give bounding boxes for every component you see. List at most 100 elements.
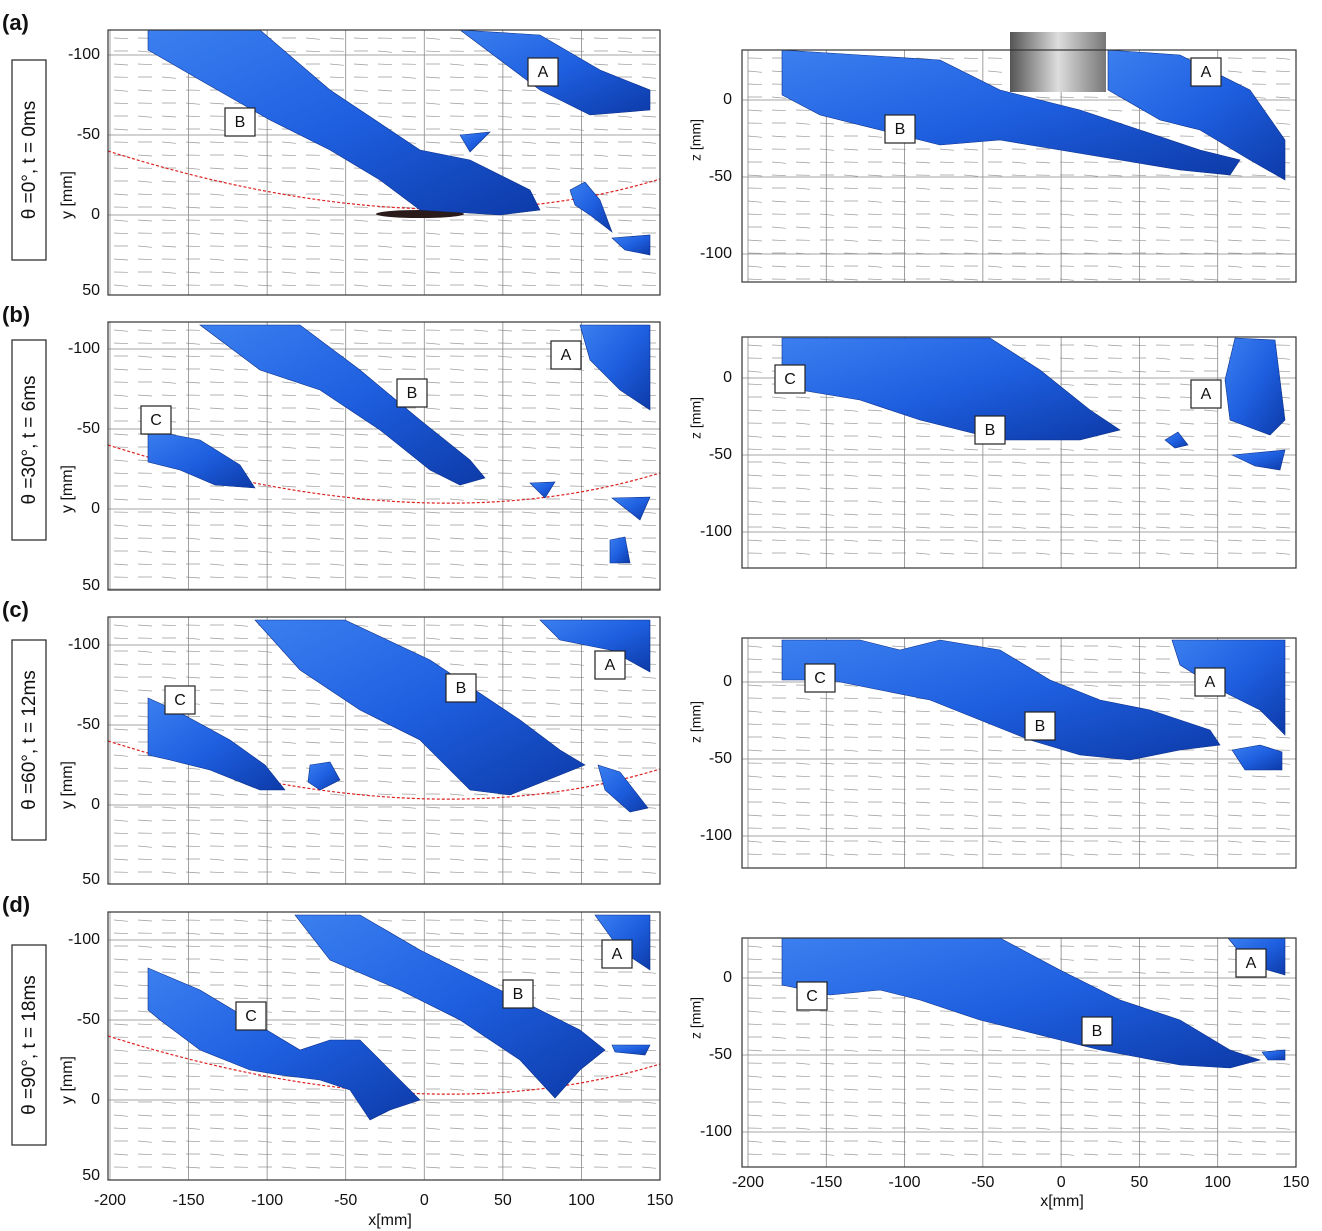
vortex-structure (569, 181, 613, 233)
z-tick-label: -100 (700, 523, 732, 540)
y-axis-label: y [mm] (59, 171, 76, 219)
structure-label-box (884, 114, 916, 144)
z-axis-label: z [mm] (688, 119, 704, 161)
structure-label: B (985, 422, 996, 439)
z-tick-label: 0 (723, 969, 732, 986)
x-tick-label: -150 (173, 1192, 205, 1209)
structure-label-box (235, 1001, 267, 1031)
condition-box (11, 944, 47, 1146)
structure-label: A (1246, 955, 1257, 972)
structure-label-box (1235, 948, 1267, 978)
y-axis-label: y [mm] (59, 1056, 76, 1104)
y-tick-label: 0 (91, 500, 100, 517)
vortex-structure (147, 967, 421, 1121)
z-tick-label: -50 (709, 750, 732, 767)
trajectory (107, 740, 661, 800)
y-tick-label: -100 (68, 636, 100, 653)
vortex-structure (307, 761, 341, 791)
vortex-structure (1224, 337, 1286, 436)
structure-label: B (513, 986, 524, 1003)
structure-label-box (502, 979, 534, 1009)
vortex-structure (781, 49, 1241, 176)
y-tick-label: -100 (68, 931, 100, 948)
z-tick-label: 0 (723, 673, 732, 690)
plot-frame (107, 321, 661, 591)
panels: -100 -50 0 50 y [mm] A B 0 -50 -100 z [mm] A B (a) θ =… (2, 10, 1309, 1229)
x-axis-label: x[mm] (1040, 1193, 1084, 1210)
vortex-structure (781, 639, 1221, 761)
plot-frame (107, 911, 661, 1181)
structure-label: C (806, 988, 818, 1005)
vortex-structure (254, 619, 586, 796)
y-tick-label: -50 (77, 1011, 100, 1028)
structure-label-box (974, 415, 1006, 445)
structure-label-box (1081, 1016, 1113, 1046)
plot-frame (741, 49, 1297, 283)
vortex-structure (579, 324, 651, 411)
structure-label: B (895, 121, 906, 138)
vortex-structure (1171, 639, 1286, 736)
y-axis-label: y [mm] (59, 761, 76, 809)
z-axis-label: z [mm] (688, 397, 704, 439)
y-tick-label: -100 (68, 340, 100, 357)
vortex-structure (611, 234, 651, 256)
x-tick-label: -100 (251, 1192, 283, 1209)
z-tick-label: -50 (709, 168, 732, 185)
structure-label: C (245, 1008, 257, 1025)
structure-label-box (1194, 667, 1226, 697)
plot-frame (741, 937, 1297, 1168)
z-tick-label: -100 (700, 245, 732, 262)
plot-frame (107, 616, 661, 885)
panel-letter: (d) (2, 892, 30, 917)
structure-label: A (612, 946, 623, 963)
x-tick-label: -150 (810, 1174, 842, 1191)
panel-letter: (c) (2, 597, 29, 622)
y-tick-label: 50 (82, 282, 100, 299)
condition: θ =60°, t = 12ms (19, 670, 40, 810)
structure-label-box (164, 685, 196, 715)
vortex-structure (199, 324, 486, 486)
x-axis-label: x[mm] (368, 1212, 412, 1229)
structure-label: A (1205, 674, 1216, 691)
panel-letter: (b) (2, 302, 30, 327)
structure-label-box (550, 340, 582, 370)
plot-frame (741, 336, 1297, 569)
vortex-structure (611, 1044, 651, 1056)
y-tick-label: 0 (91, 1091, 100, 1108)
vortex-structure (459, 131, 491, 153)
structure-label-box (1190, 57, 1222, 87)
vortex-structure (1231, 744, 1283, 771)
y-tick-label: 50 (82, 577, 100, 594)
structure-label: A (538, 64, 549, 81)
plot-frame (741, 637, 1297, 869)
z-tick-label: -50 (709, 1046, 732, 1063)
blade (376, 210, 464, 218)
condition: θ =0°, t = 0ms (19, 101, 40, 220)
condition-box (11, 639, 47, 841)
flow-vectors (747, 57, 1291, 281)
vortex-structure (529, 481, 556, 499)
plot-frame (107, 29, 661, 296)
x-tick-label: -50 (334, 1192, 357, 1209)
structure-label-box (804, 663, 836, 693)
structure-label: C (174, 692, 186, 709)
x-tick-label: -100 (889, 1174, 921, 1191)
vortex-structure (294, 914, 606, 1099)
structure-label-box (1190, 379, 1222, 409)
condition-box (11, 339, 47, 541)
x-tick-label: -200 (94, 1192, 126, 1209)
x-tick-label: 150 (1283, 1174, 1310, 1191)
z-tick-label: 0 (723, 369, 732, 386)
structure-label: A (561, 347, 572, 364)
x-tick-label: 50 (494, 1192, 512, 1209)
z-tick-label: -100 (700, 827, 732, 844)
x-tick-label: -50 (971, 1174, 994, 1191)
structure-label-box (601, 939, 633, 969)
structure-label-box (396, 378, 428, 408)
structure-label: A (1201, 64, 1212, 81)
structure-label: B (235, 114, 246, 131)
y-axis-label: y [mm] (59, 465, 76, 513)
vortex-structure (147, 429, 256, 489)
vortex-structure (609, 536, 631, 564)
condition: θ =90°, t = 18ms (19, 975, 40, 1115)
